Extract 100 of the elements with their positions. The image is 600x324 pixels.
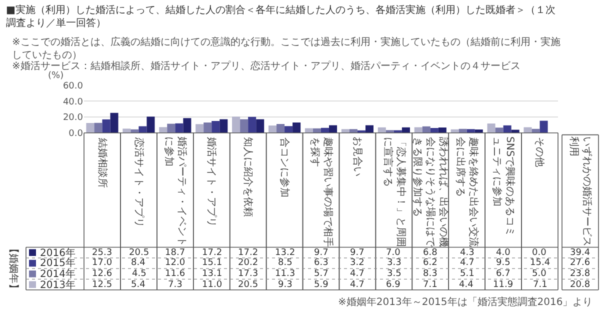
bar: [304, 128, 313, 133]
data-label: 4.4: [459, 280, 474, 290]
bar: [220, 119, 228, 133]
bar: [402, 127, 410, 133]
data-label: 7.3: [168, 280, 182, 290]
data-label: 15.4: [530, 258, 550, 268]
data-label: 6.8: [423, 248, 438, 258]
data-label: 8.4: [131, 258, 146, 268]
bar: [540, 120, 548, 133]
bar: [292, 122, 301, 133]
bar: [422, 126, 430, 133]
bar: [495, 128, 504, 133]
legend-label: 2013年: [40, 279, 76, 291]
data-label: 3.5: [387, 269, 402, 279]
data-label: 6.3: [314, 258, 328, 268]
data-label: 6.2: [423, 258, 438, 268]
x-tick-label: 結婚相談所: [96, 137, 109, 188]
bar: [122, 128, 131, 133]
data-label: 9.7: [314, 248, 328, 258]
y-axis-title: (%): [48, 71, 64, 81]
data-label: 12.5: [92, 280, 112, 290]
data-label: 20.2: [238, 258, 258, 268]
bar: [146, 116, 155, 133]
x-tick-label: 恋活サイト・アプリ: [133, 136, 146, 228]
bar: [276, 124, 285, 133]
data-label: 17.2: [202, 248, 222, 258]
text: 23.8: [570, 269, 590, 279]
data-label: 5.1: [460, 269, 474, 279]
data-label: 4.3: [460, 248, 474, 258]
data-label: 18.7: [165, 248, 186, 258]
data-label: 3.2: [350, 258, 364, 268]
bar: [365, 125, 374, 133]
bar: [329, 125, 338, 133]
legend-label: 2015年: [40, 257, 76, 269]
text: 20.8: [570, 280, 590, 290]
data-label: 9.3: [278, 280, 292, 290]
bar: [232, 116, 240, 133]
y-tick-label: 0.0: [68, 129, 84, 140]
bar: [196, 124, 204, 133]
bar: [438, 128, 446, 133]
x-tick-label: いずれかの婚活サービス利用: [568, 136, 594, 247]
text: ※婚活サービス：結婚相談所、婚活サイト・アプリ、恋活サイト・アプリ、婚活パーティ・イベントの４サービス: [12, 60, 520, 72]
x-tick-label: 誘われれば、出会いの機会になりそうな場にはできる限り参加する: [412, 136, 450, 248]
bar: [430, 128, 438, 133]
bar: [466, 129, 475, 133]
data-label: 13.1: [202, 269, 222, 279]
legend-label: 2016年: [40, 247, 76, 259]
bar: [175, 123, 184, 133]
data-label: 13.2: [275, 248, 296, 258]
x-tick-label: 婚活サイト・アプリ: [205, 137, 218, 228]
data-label: 12.0: [165, 258, 186, 268]
data-label: 3.3: [387, 258, 402, 268]
data-label: 5.7: [314, 269, 328, 279]
data-label: 5.0: [532, 269, 547, 279]
bar: [159, 127, 168, 133]
bar: [212, 120, 220, 133]
bar: [487, 123, 496, 133]
legend-label: 2014年: [40, 268, 76, 280]
y-tick-label: 40.0: [62, 97, 84, 108]
legend-title: 【婚姻年】: [8, 244, 20, 294]
bar: [256, 119, 264, 133]
bar: [503, 125, 512, 133]
bar: [386, 130, 394, 133]
data-label: 17.2: [238, 248, 258, 258]
data-label: 5.4: [131, 280, 146, 290]
text: 39.4: [570, 248, 590, 258]
data-label: 4.5: [132, 269, 146, 279]
bar: [321, 128, 330, 133]
data-label: 20.5: [129, 248, 150, 258]
data-label: 4.7: [350, 280, 364, 290]
text: ※ここでの婚活とは、広義の結婚に向けての意識的な行動。ここでは過去に利用・実施していたもの（結婚前に利用・実施していたもの）: [12, 36, 560, 61]
data-label: 17.3: [238, 269, 258, 279]
bar: [524, 127, 532, 133]
text: 27.6: [570, 258, 590, 268]
data-label: 11.6: [165, 269, 186, 279]
data-label: 9.7: [350, 248, 364, 258]
x-tick-label: 趣味を絡めた出会い交流会に出席する: [454, 136, 480, 247]
x-tick-label: 婚活パーティ・イベントに参加: [162, 136, 188, 247]
data-label: 4.0: [496, 248, 511, 258]
bar: [86, 122, 94, 133]
x-tick-label: 「恋人募集中！」と周囲に宣言する: [382, 136, 407, 247]
data-label: 8.5: [278, 258, 292, 268]
bar: [110, 112, 118, 133]
chart-title: ■実施（利用）した婚活によって、結婚した人の割合＜各年に結婚した人のうち、各婚活実施（利用）した既婚者＞（１次調査より／単一回答）: [6, 4, 556, 29]
data-label: 11.3: [275, 269, 296, 279]
data-label: 4.7: [350, 269, 364, 279]
x-tick-label: 趣味や習い事の場で相手を探す: [308, 136, 334, 247]
data-label: 20.5: [238, 280, 258, 290]
bar: [240, 119, 248, 133]
x-tick-label: 合コンに参加: [278, 137, 290, 198]
text: ※婚姻年2013年～2015年は「婚活実態調査2016」より: [338, 296, 593, 308]
data-label: 6.9: [386, 280, 401, 290]
data-label: 11.9: [493, 280, 514, 290]
bar: [268, 126, 277, 133]
bar: [378, 127, 386, 133]
bar: [94, 122, 102, 133]
data-label: 4.7: [460, 258, 474, 268]
data-label: 25.3: [92, 248, 112, 258]
bar: [167, 124, 176, 133]
bar: [248, 116, 256, 133]
